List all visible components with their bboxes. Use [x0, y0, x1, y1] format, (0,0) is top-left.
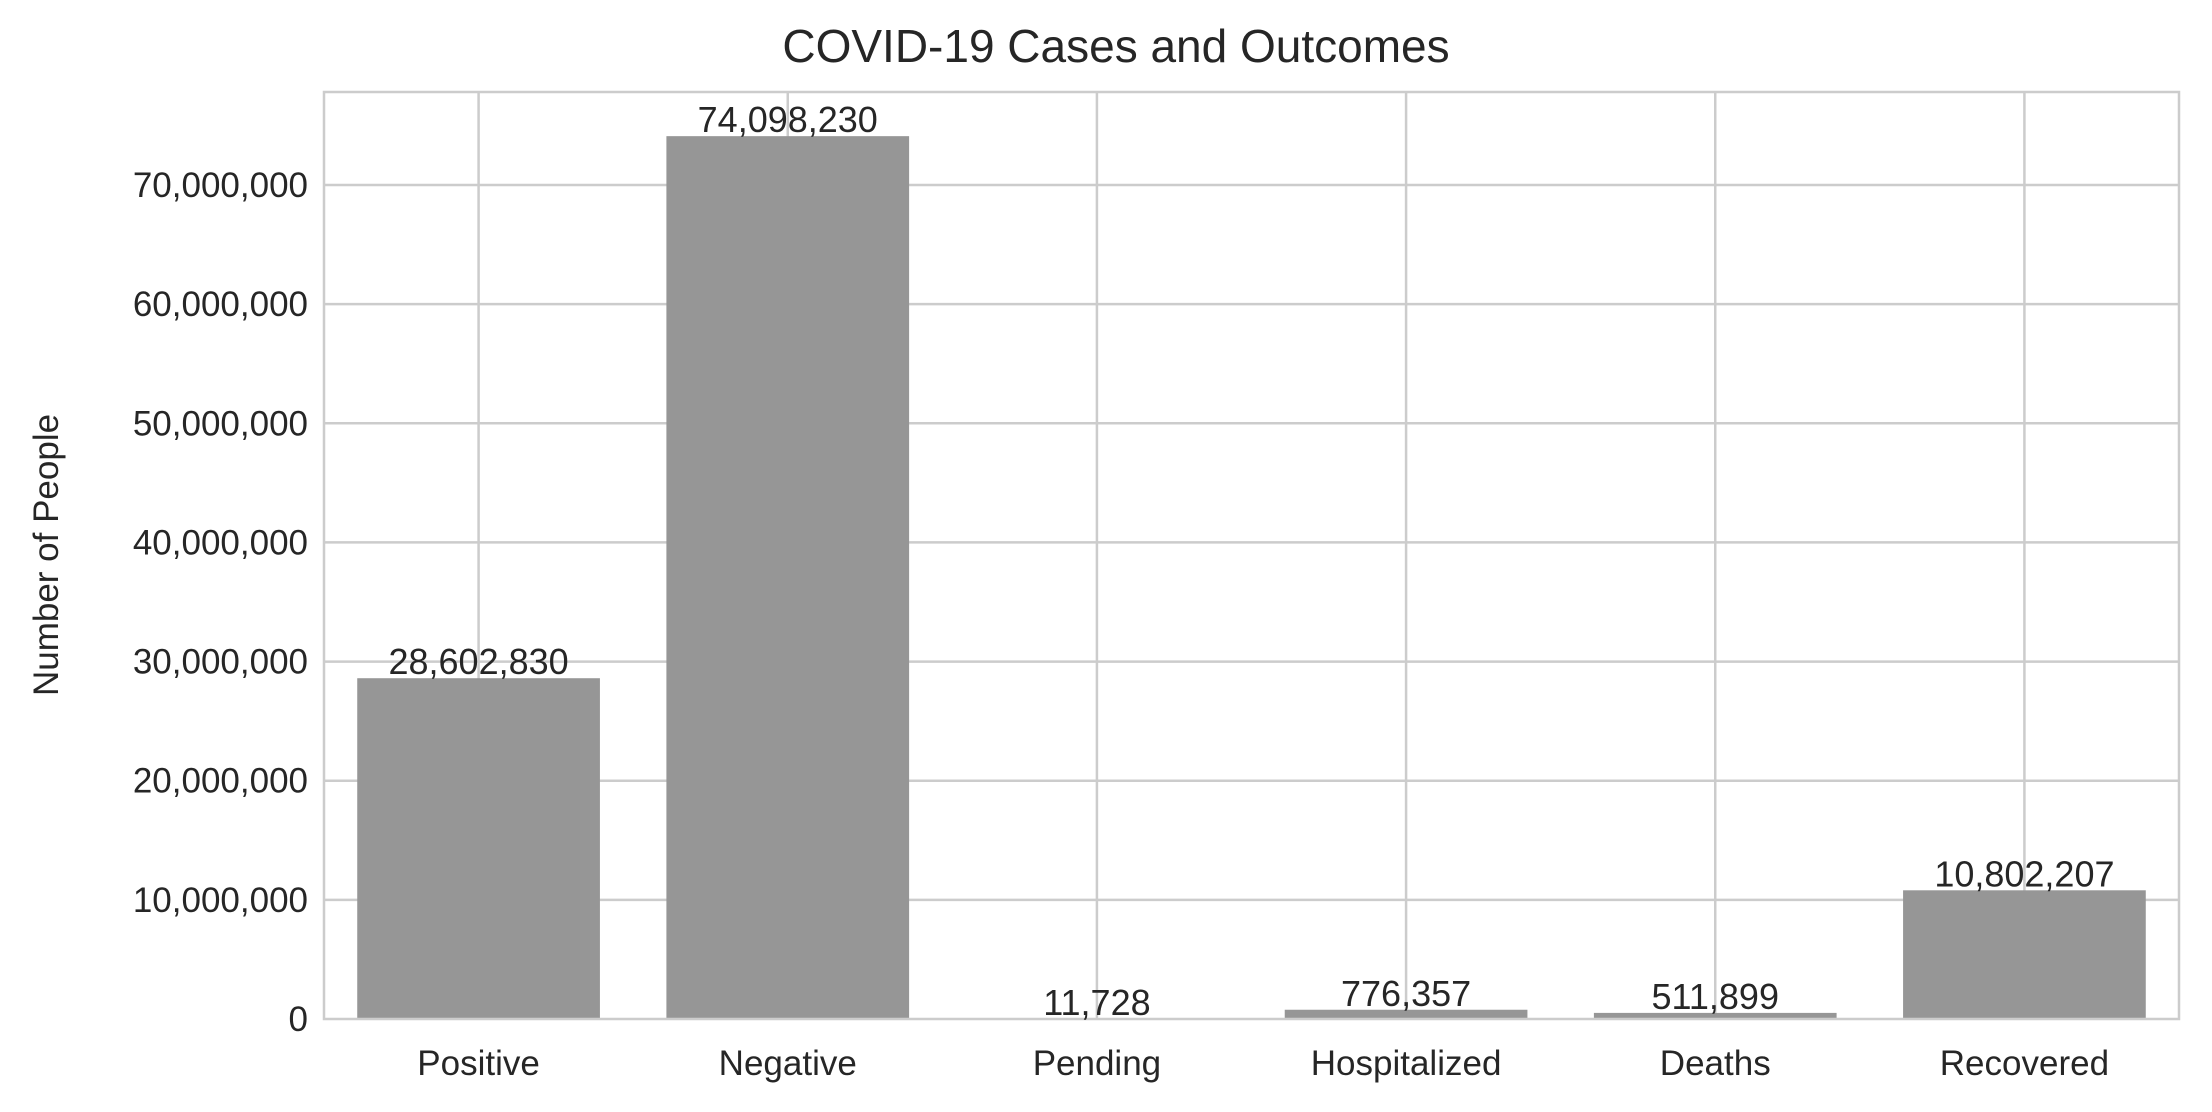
data-label: 74,098,230: [698, 99, 878, 140]
plot-frame: [322, 90, 2181, 1021]
y-tick-label: 0: [289, 1000, 308, 1039]
x-tick-label: Hospitalized: [1311, 1044, 1502, 1083]
chart-title: COVID-19 Cases and Outcomes: [782, 20, 1449, 72]
data-labels: 28,602,830 74,098,230 11,728 776,357 511,899…: [388, 99, 2114, 1023]
bar-layer: [357, 136, 2146, 1020]
bar: [357, 678, 600, 1019]
x-tick-label: Pending: [1033, 1044, 1161, 1083]
y-tick-label: 70,000,000: [133, 166, 308, 205]
x-tick-labels: Positive Negative Pending Hospitalized Death…: [417, 1044, 2109, 1083]
y-tick-label: 30,000,000: [133, 643, 308, 682]
y-tick-label: 40,000,000: [133, 523, 308, 562]
bar: [666, 136, 910, 1020]
data-label: 28,602,830: [388, 641, 568, 682]
data-label: 511,899: [1652, 976, 1779, 1017]
x-tick-label: Positive: [417, 1044, 540, 1083]
grid-layer: [324, 92, 2179, 1019]
data-label: 10,802,207: [1934, 853, 2114, 894]
bar: [1593, 1012, 1837, 1019]
data-label: 776,357: [1341, 973, 1471, 1014]
y-tick-label: 60,000,000: [133, 285, 308, 324]
y-tick-label: 20,000,000: [133, 762, 308, 801]
x-tick-label: Deaths: [1660, 1044, 1771, 1083]
bar: [1284, 1009, 1528, 1019]
y-tick-labels: 0 10,000,000 20,000,000 30,000,000 40,000,00…: [133, 166, 308, 1039]
x-tick-label: Recovered: [1940, 1044, 2109, 1083]
data-label: 11,728: [1043, 982, 1150, 1023]
y-axis-label: Number of People: [27, 414, 66, 696]
bar: [1903, 890, 2146, 1019]
y-tick-label: 10,000,000: [133, 881, 308, 920]
x-tick-label: Negative: [719, 1044, 857, 1083]
y-tick-label: 50,000,000: [133, 404, 308, 443]
